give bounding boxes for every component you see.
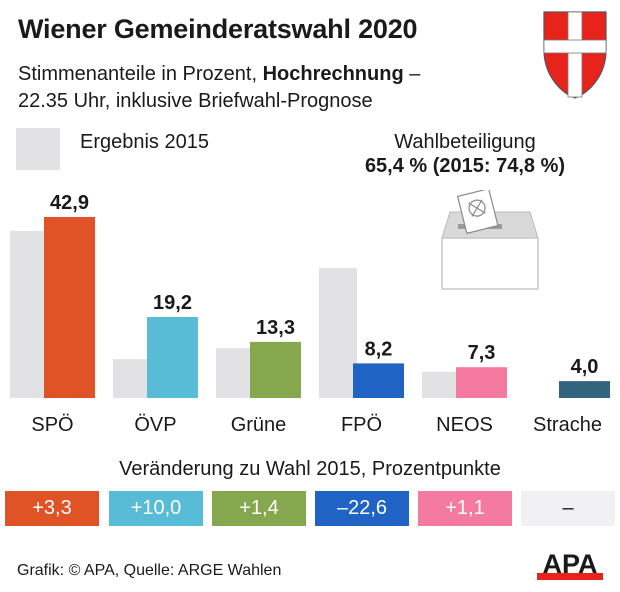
change-value: +10,0 [130,497,182,519]
change-value: +1,1 [445,497,485,519]
value-label-4: 7,3 [468,342,496,364]
bar-2015-0 [10,230,48,398]
bar-2020-4 [456,367,507,398]
category-label-3: FPÖ [341,414,382,436]
subtitle-line-1: Stimmenanteile in Prozent, Hochrechnung … [18,63,420,86]
turnout-label: Wahlbeteiligung [394,131,536,153]
legend-label: Ergebnis 2015 [80,131,209,153]
subtitle-dash: – [403,63,421,85]
change-box-1: +10,0 [109,491,203,526]
change-value: – [562,497,574,519]
bar-2020-5 [559,381,610,398]
bar-2020-1 [147,316,198,398]
page-title: Wiener Gemeinderatswahl 2020 [18,14,418,44]
ballot-box-icon [441,190,539,290]
bar-2020-2 [250,341,301,398]
category-label-0: SPÖ [31,414,73,436]
value-label-2: 13,3 [256,317,295,339]
change-box-0: +3,3 [5,491,99,526]
bar-2015-4 [422,371,460,398]
legend-swatch-2015 [16,128,60,170]
bar-2020-3 [353,363,404,398]
value-label-0: 42,9 [50,192,89,214]
bar-2015-1 [113,359,151,398]
value-label-5: 4,0 [571,356,599,378]
change-box-2: +1,4 [212,491,306,526]
category-label-1: ÖVP [134,414,176,436]
value-label-3: 8,2 [365,338,393,360]
apa-logo-icon: APA [537,549,603,580]
vienna-coat-of-arms-icon [543,11,607,99]
change-value: +3,3 [32,497,72,519]
change-box-5: – [521,491,615,526]
change-box-4: +1,1 [418,491,512,526]
turnout-value: 65,4 % (2015: 74,8 %) [364,155,566,177]
category-label-4: NEOS [436,414,493,436]
apa-logo-text: APA [542,549,597,579]
bar-2020-0 [44,216,95,398]
subtitle-text: Stimmenanteile in Prozent, [18,63,263,85]
change-value: +1,4 [239,497,279,519]
subtitle-line-2: 22.35 Uhr, inklusive Briefwahl-Prognose [18,90,373,112]
subtitle-bold: Hochrechnung [262,63,404,85]
value-label-1: 19,2 [153,292,192,314]
bar-chart: 42,9 19,2 13,3 8,2 7,3 4,0 SPÖ ÖVP Grüne FPÖ NEOS… [10,192,610,436]
category-label-2: Grüne [231,414,287,436]
change-value: –22,6 [336,497,388,519]
change-box-3: –22,6 [315,491,409,526]
source-credit: Grafik: © APA, Quelle: ARGE Wahlen [17,562,282,579]
bar-2015-2 [216,348,254,398]
bar-2015-3 [319,268,357,398]
changes-title: Veränderung zu Wahl 2015, Prozentpunkte [119,458,501,480]
category-label-5: Strache [533,414,602,436]
